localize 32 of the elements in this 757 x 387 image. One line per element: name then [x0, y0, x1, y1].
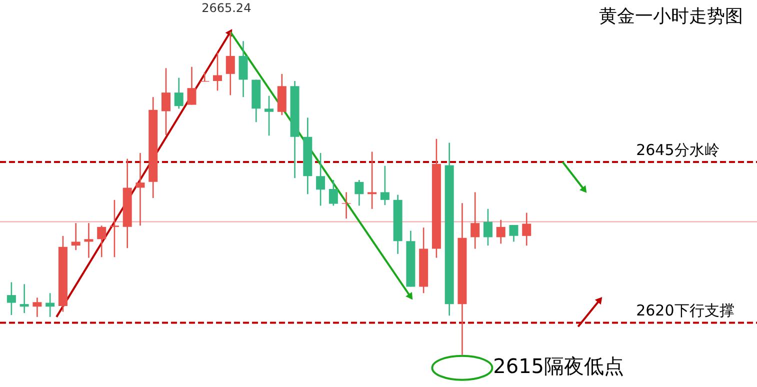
- candlestick: [354, 179, 364, 206]
- candlestick: [20, 283, 29, 314]
- candlestick: [97, 224, 106, 258]
- candlestick: [161, 67, 170, 136]
- candlestick: [71, 222, 80, 251]
- candlestick: [213, 52, 222, 92]
- candlestick: [483, 208, 492, 246]
- candlestick: [174, 77, 184, 110]
- candlestick: [226, 31, 235, 96]
- candlestick: [316, 152, 326, 206]
- candlestick: [470, 192, 480, 250]
- candlestick: [342, 192, 351, 220]
- annotation: 2665.24: [202, 0, 252, 15]
- ref-line-label: 2645分水岭: [636, 141, 720, 159]
- candlestick: [110, 199, 119, 258]
- candlestick: [380, 165, 390, 206]
- candlestick: [368, 151, 377, 210]
- candlestick: [509, 224, 518, 242]
- candlestick: [32, 296, 42, 318]
- candlestick: [46, 292, 55, 318]
- candlestick: [6, 282, 16, 316]
- candlestick: [238, 40, 248, 98]
- candlestick: [522, 212, 532, 246]
- candlestick: [328, 179, 338, 206]
- text: 黄金一小时走势图: [599, 6, 743, 27]
- ref-line-label: 2620下行支撑: [636, 302, 734, 320]
- candlestick: [84, 222, 94, 258]
- candlestick: [136, 152, 145, 226]
- annotation: 2615隔夜低点: [493, 354, 624, 378]
- candlestick: [187, 66, 196, 106]
- candlestick: [496, 219, 506, 244]
- candlestick: [264, 95, 274, 136]
